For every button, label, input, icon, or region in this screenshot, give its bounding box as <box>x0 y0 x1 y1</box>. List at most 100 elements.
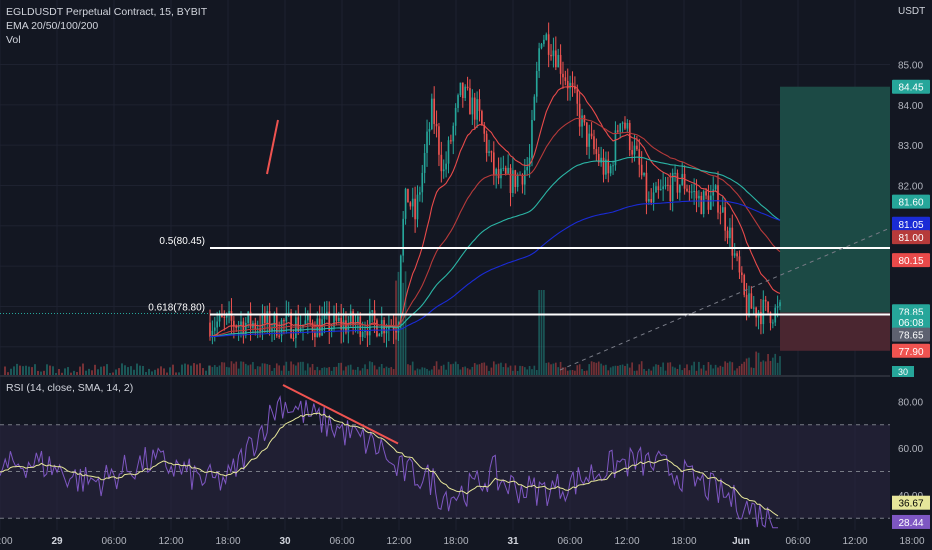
time-tick: 18:00 <box>443 536 468 547</box>
volume-bar <box>607 370 610 375</box>
candle-body <box>407 188 409 203</box>
volume-bar <box>361 368 364 375</box>
candle-body <box>445 163 447 170</box>
volume-bar <box>714 364 717 375</box>
price-tag-label: 81.05 <box>898 220 923 231</box>
candle-body <box>216 321 218 328</box>
rsi-legend[interactable]: RSI (14, close, SMA, 14, 2) <box>6 382 134 394</box>
time-tick: 06:00 <box>557 536 582 547</box>
candle-body <box>650 199 653 203</box>
candle-body <box>710 195 712 210</box>
candle-body <box>421 172 424 193</box>
candle-body <box>576 89 579 104</box>
price-axis[interactable]: USDT85.0084.0083.0082.0078.0084.4581.608… <box>890 0 932 550</box>
candle-body <box>404 188 407 219</box>
candle-body <box>478 99 481 112</box>
volume-bar <box>43 370 45 375</box>
candle-body <box>266 311 269 324</box>
volume-bar <box>342 370 345 375</box>
candle-body <box>330 327 333 332</box>
volume-bar <box>540 290 543 375</box>
volume-bar <box>190 365 192 375</box>
candle-body <box>459 82 462 96</box>
volume-bar <box>237 368 240 375</box>
candle-body <box>760 311 762 325</box>
volume-bar <box>154 369 156 375</box>
candle-body <box>585 122 588 147</box>
candle-body <box>235 326 238 328</box>
price-tag <box>892 343 930 358</box>
candle-body <box>681 173 684 185</box>
candle-body <box>516 174 519 187</box>
volume-bar <box>755 351 757 375</box>
volume-legend[interactable]: Vol <box>6 34 21 46</box>
ema100-line <box>209 156 781 338</box>
volume-bar <box>184 363 186 375</box>
candle-body <box>645 172 648 202</box>
candle-body <box>574 86 576 90</box>
price-tag <box>892 253 930 268</box>
candle-body <box>554 50 557 68</box>
volume-bar <box>736 368 738 375</box>
candle-body <box>500 168 502 179</box>
volume-bar <box>769 360 772 375</box>
candle-body <box>698 195 700 199</box>
candle-body <box>752 307 755 309</box>
rsi-line <box>0 395 778 529</box>
candle-body <box>368 311 371 336</box>
time-tick: 06:00 <box>329 536 354 547</box>
candle-body <box>543 39 545 44</box>
volume-bar <box>447 361 450 375</box>
trend-drawings[interactable] <box>266 119 891 371</box>
candle-body <box>729 227 731 239</box>
volume-bar <box>645 370 648 375</box>
ema-legend[interactable]: EMA 20/50/100/200 <box>6 20 99 32</box>
candle-body <box>776 306 779 308</box>
candle-body <box>674 172 676 174</box>
symbol-legend[interactable]: EGLDUSDT Perpetual Contract, 15, BYBIT <box>6 6 208 18</box>
volume-bar <box>531 369 533 375</box>
candle-body <box>426 131 428 153</box>
volume-bar <box>683 368 686 375</box>
volume-bar <box>574 370 576 375</box>
volume-bar <box>731 362 734 375</box>
volume-bar <box>316 366 319 375</box>
volume-bar <box>593 362 595 375</box>
volume-bar <box>402 282 405 375</box>
volume-bar <box>526 369 529 375</box>
candle-body <box>283 320 285 322</box>
candle-body <box>514 170 517 187</box>
volume-bar <box>70 372 72 375</box>
candle-body <box>268 311 271 331</box>
fib-levels[interactable]: 0.5(80.45) 0.618(78.80) <box>0 236 890 316</box>
volume-bar <box>733 370 736 375</box>
volume-bar <box>169 367 171 375</box>
volume-bar <box>557 367 560 375</box>
price-tag-label: 81.60 <box>898 198 923 209</box>
volume-bar <box>669 362 672 375</box>
volume-bar <box>299 361 302 375</box>
candle-body <box>762 299 765 325</box>
volume-bar <box>264 363 266 375</box>
volume-bar <box>652 366 655 375</box>
candle-body <box>528 157 531 167</box>
volume-bar <box>519 365 521 375</box>
time-axis[interactable]: 18:00 29 06:00 12:00 18:00 30 06:00 12:00 18:00 3… <box>0 531 932 550</box>
volume-bar <box>242 361 245 375</box>
volume-bar <box>314 370 316 375</box>
candle-body <box>397 324 400 333</box>
position-zones <box>780 86 890 351</box>
currency-label: USDT <box>898 6 925 17</box>
volume-bar <box>290 361 292 375</box>
candle-body <box>562 73 564 78</box>
volume-bar <box>181 364 183 375</box>
candle-body <box>466 86 469 89</box>
volume-bar <box>109 372 111 375</box>
candle-body <box>357 316 359 324</box>
volume-bars <box>4 266 781 375</box>
price-tick: 85.00 <box>898 61 923 72</box>
candle-body <box>278 335 280 337</box>
volume-bar <box>49 365 51 375</box>
candle-body <box>509 167 512 194</box>
